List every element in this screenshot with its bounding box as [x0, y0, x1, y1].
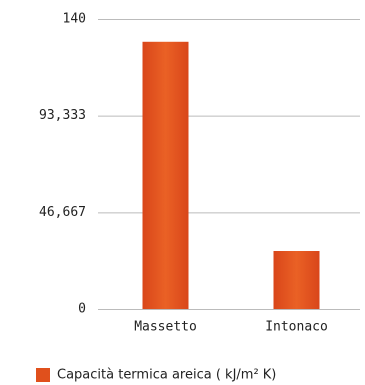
- x-tick-label: Intonaco: [265, 320, 328, 335]
- y-tick-label: 93,333: [39, 108, 86, 123]
- legend-label: Capacità termica areica ( kJ/m² K): [57, 368, 276, 383]
- y-tick-label: 0: [78, 302, 86, 317]
- legend-swatch: [36, 368, 50, 382]
- y-tick-label: 46,667: [39, 205, 86, 220]
- bar: [142, 41, 189, 310]
- y-tick-label: 140: [63, 12, 86, 27]
- bar: [273, 251, 320, 309]
- x-tick-label: Massetto: [134, 320, 197, 335]
